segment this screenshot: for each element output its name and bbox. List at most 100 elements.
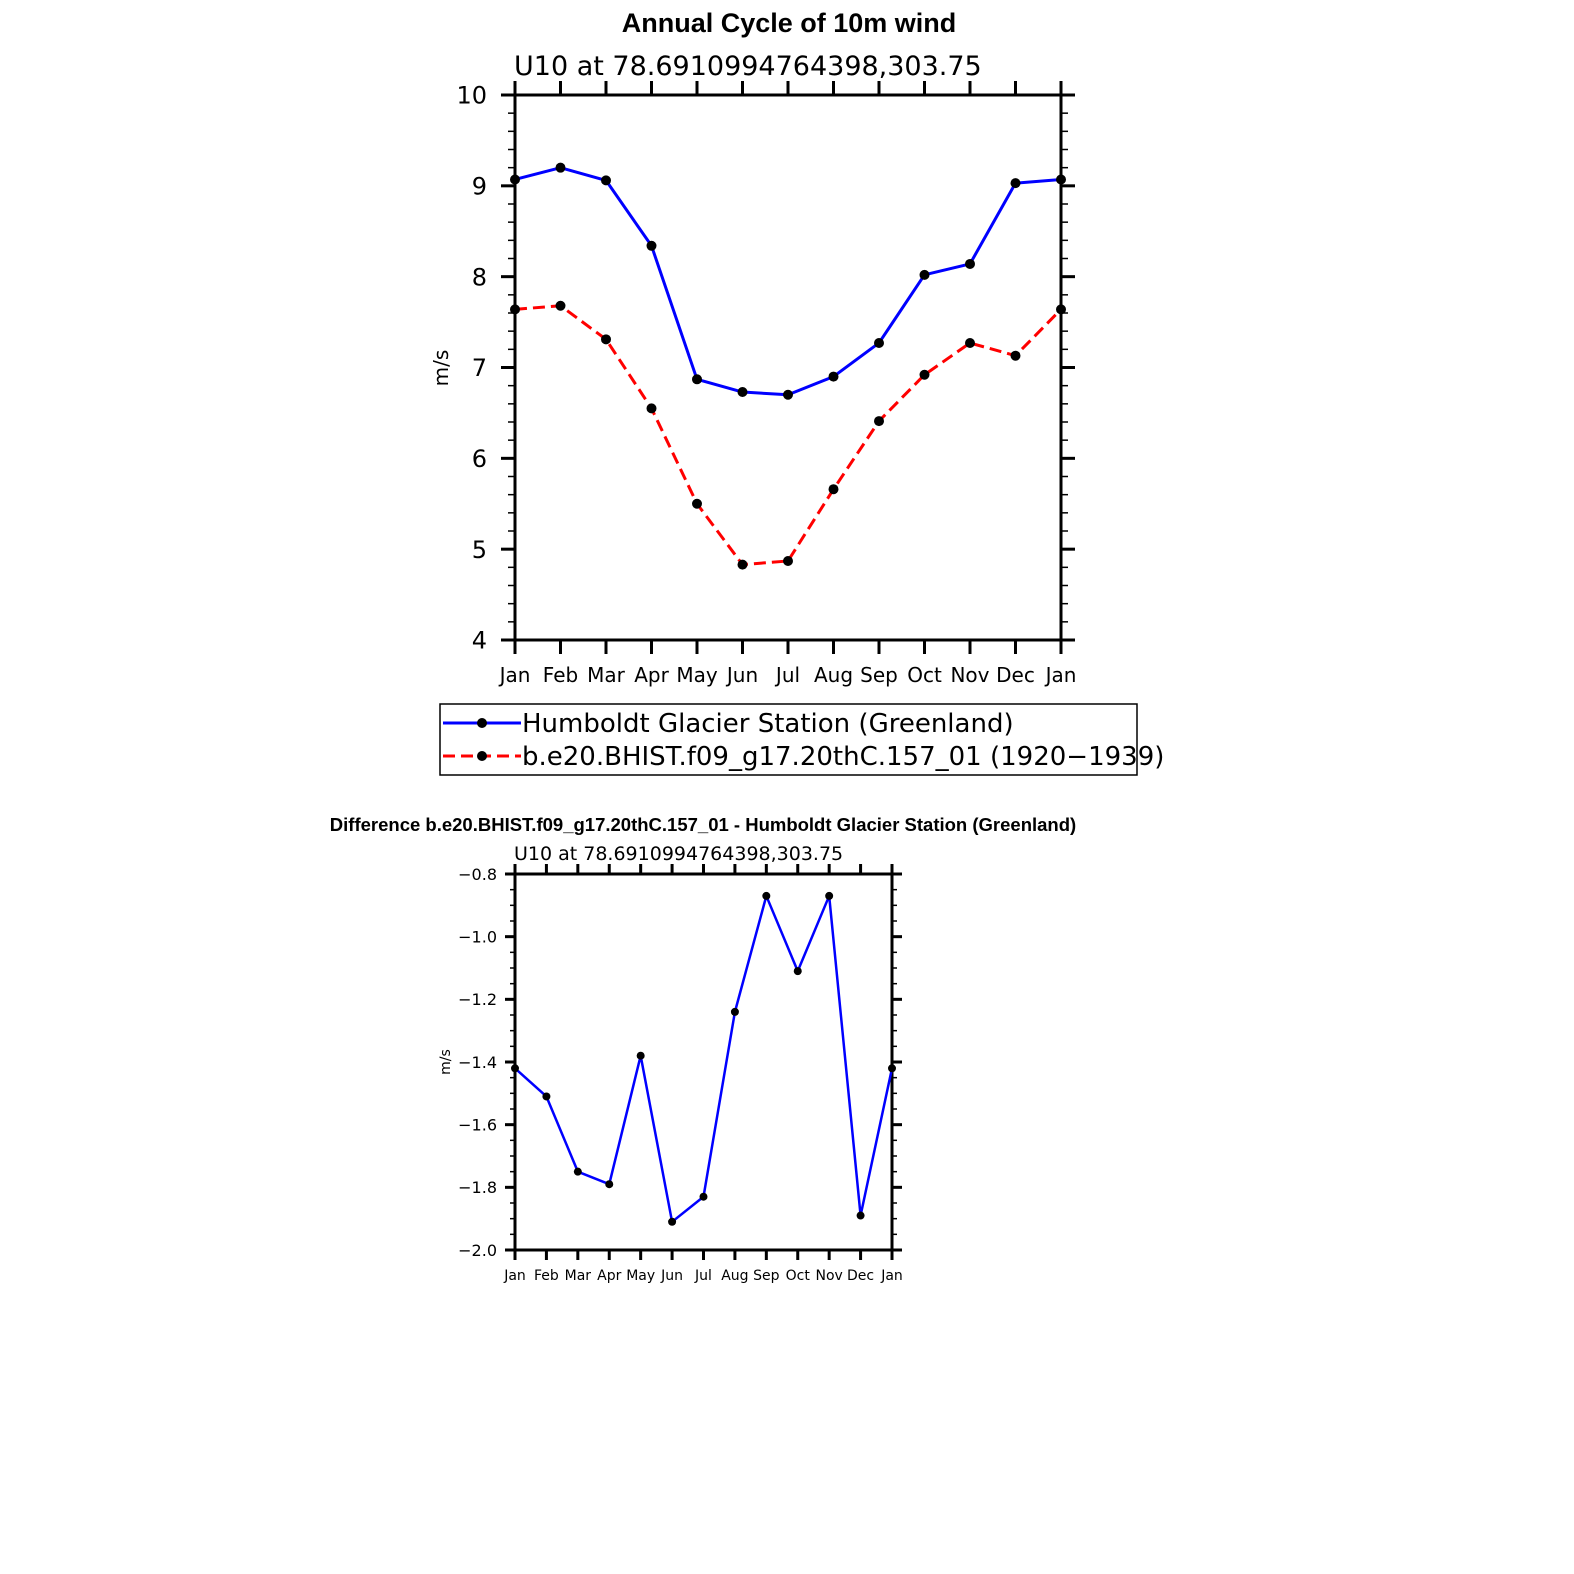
data-point	[783, 555, 793, 566]
x-tick-label: Nov	[950, 663, 989, 687]
x-tick-label: Oct	[907, 663, 942, 687]
y-tick-label: −1.2	[458, 990, 497, 1009]
data-point	[1010, 350, 1021, 361]
x-tick-label: Aug	[721, 1268, 748, 1284]
x-tick-label: Mar	[565, 1268, 592, 1284]
data-point	[646, 240, 657, 251]
x-tick-label: Jan	[498, 663, 531, 687]
legend-box	[439, 703, 1138, 776]
annual-cycle-chart: Annual Cycle of 10m wind U10 at 78.69109…	[429, 8, 1164, 776]
data-point	[646, 403, 657, 414]
chart2-axes: Jan Feb Mar Apr May Jun Jul Aug Sep Oct Nov Dec Jan−…	[458, 864, 903, 1284]
x-tick-label: Dec	[847, 1268, 874, 1284]
x-tick-label: Feb	[534, 1268, 559, 1284]
data-point	[1056, 304, 1066, 315]
data-point	[793, 967, 802, 976]
data-point	[1056, 174, 1066, 185]
y-tick-label: 7	[472, 354, 487, 382]
x-tick-label: Jul	[774, 663, 800, 687]
y-tick-label: −0.8	[458, 865, 497, 884]
x-tick-label: Sep	[860, 663, 898, 687]
x-tick-label: Mar	[587, 663, 626, 687]
data-point	[874, 337, 884, 348]
data-point	[828, 484, 839, 495]
data-point	[737, 387, 748, 398]
chart2-series	[511, 891, 896, 1226]
legend-label-series-2: b.e20.BHIST.f09_g17.20thC.157_01 (1920−1…	[522, 742, 1164, 772]
data-point	[874, 416, 884, 427]
data-point	[605, 1180, 614, 1189]
x-tick-label: Jan	[1044, 663, 1077, 687]
data-point	[511, 1064, 519, 1073]
data-point	[737, 559, 748, 570]
data-point	[730, 1007, 739, 1016]
y-tick-label: 8	[472, 263, 487, 291]
x-tick-label: Feb	[543, 663, 578, 687]
data-point	[601, 175, 611, 186]
x-tick-label: Jun	[660, 1268, 683, 1284]
chart2-subtitle: U10 at 78.6910994764398,303.75	[514, 843, 843, 865]
data-point	[783, 389, 793, 400]
y-tick-label: 9	[472, 172, 487, 200]
chart2-title: Difference b.e20.BHIST.f09_g17.20thC.157…	[330, 814, 1076, 835]
y-tick-label: 6	[472, 445, 487, 473]
y-tick-label: −1.4	[458, 1053, 497, 1072]
series-line-1	[514, 166, 1062, 397]
x-tick-label: Apr	[634, 663, 669, 687]
x-tick-label: May	[626, 1268, 655, 1284]
y-tick-label: −2.0	[458, 1241, 497, 1260]
data-point	[965, 258, 975, 269]
x-tick-label: Apr	[597, 1268, 621, 1284]
chart1-subtitle: U10 at 78.6910994764398,303.75	[514, 51, 982, 82]
chart1-ylabel: m/s	[429, 350, 453, 387]
series-line-1	[514, 894, 894, 1224]
y-tick-label: 5	[472, 536, 487, 564]
x-tick-label: Aug	[814, 663, 853, 687]
x-tick-label: Jul	[694, 1268, 712, 1284]
data-point	[762, 891, 771, 900]
data-point	[699, 1192, 708, 1201]
data-point	[888, 1064, 896, 1073]
data-point	[1010, 178, 1021, 189]
data-point	[668, 1217, 677, 1226]
chart1-series	[510, 162, 1066, 570]
data-point	[692, 374, 702, 385]
data-point	[965, 337, 975, 348]
data-point	[555, 162, 566, 173]
data-point	[542, 1092, 551, 1101]
y-tick-label: −1.6	[458, 1115, 497, 1134]
y-tick-label: −1.8	[458, 1178, 497, 1197]
data-point	[636, 1051, 645, 1060]
data-point	[828, 371, 839, 382]
data-point	[825, 891, 834, 900]
legend-marker-series-2	[477, 751, 487, 761]
legend-marker-series-1	[477, 718, 487, 728]
x-tick-label: Oct	[786, 1268, 811, 1284]
data-point	[573, 1167, 582, 1176]
data-point	[510, 304, 520, 315]
difference-chart: Difference b.e20.BHIST.f09_g17.20thC.157…	[330, 814, 1076, 1284]
data-point	[919, 269, 930, 280]
data-point	[601, 334, 611, 345]
x-tick-label: Dec	[996, 663, 1035, 687]
x-tick-label: Sep	[753, 1268, 780, 1284]
series-line-2	[514, 304, 1063, 567]
y-tick-label: −1.0	[458, 927, 497, 946]
x-tick-label: Jan	[503, 1268, 526, 1284]
legend-label-series-1: Humboldt Glacier Station (Greenland)	[522, 709, 1014, 739]
chart1-title: Annual Cycle of 10m wind	[622, 8, 957, 38]
x-tick-label: May	[676, 663, 718, 687]
x-tick-label: Jan	[880, 1268, 903, 1284]
y-tick-label: 10	[456, 82, 487, 110]
x-tick-label: Nov	[816, 1268, 843, 1284]
chart2-ylabel: m/s	[438, 1049, 454, 1075]
data-point	[919, 369, 930, 380]
chart1-legend: Humboldt Glacier Station (Greenland) b.e…	[439, 703, 1164, 776]
x-tick-label: Jun	[725, 663, 758, 687]
data-point	[856, 1211, 865, 1220]
data-point	[555, 300, 566, 311]
data-point	[692, 498, 702, 509]
y-tick-label: 4	[472, 627, 487, 655]
data-point	[510, 174, 520, 185]
